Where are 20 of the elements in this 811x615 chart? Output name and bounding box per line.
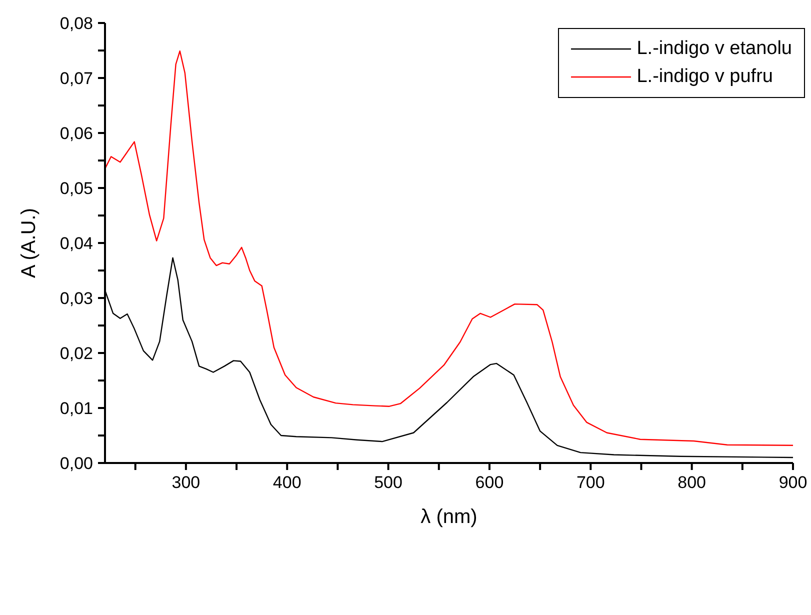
y-tick-label: 0,08	[60, 14, 93, 34]
x-tick-label: 400	[272, 473, 302, 492]
y-tick-label: 0,04	[60, 234, 93, 254]
x-tick-label: 500	[374, 473, 402, 492]
y-axis-title: A (A.U.)	[18, 208, 40, 278]
y-tick-label: 0,02	[60, 344, 93, 364]
x-tick-label: 900	[778, 473, 808, 492]
x-tick-label: 800	[678, 473, 706, 492]
y-tick-label: 0,06	[60, 124, 93, 144]
x-axis-title: λ (nm)	[420, 506, 478, 528]
x-tick-label: 600	[475, 473, 504, 492]
x-tick-label: 300	[172, 473, 200, 492]
y-tick-label: 0,05	[60, 179, 93, 198]
y-tick-label: 0,01	[60, 399, 93, 418]
legend-label: L.-indigo v pufru	[636, 66, 773, 88]
y-tick-label: 0,00	[60, 454, 93, 474]
y-tick-label: 0,07	[60, 69, 93, 88]
legend-label: L.-indigo v etanolu	[636, 38, 792, 60]
y-tick-label: 0,03	[60, 289, 93, 308]
x-tick-label: 700	[576, 473, 605, 492]
